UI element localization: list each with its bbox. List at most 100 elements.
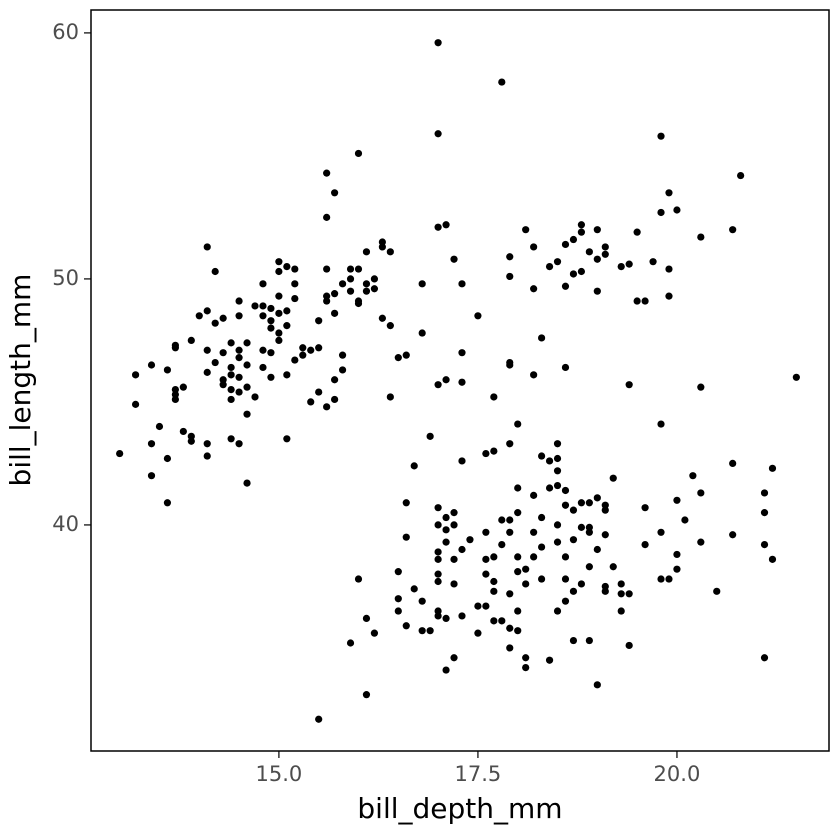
point [331, 290, 339, 298]
point [553, 481, 562, 490]
point [211, 358, 219, 367]
point [633, 228, 641, 236]
point [163, 454, 172, 463]
point [522, 580, 530, 588]
point [450, 509, 458, 517]
point [315, 317, 323, 325]
point [545, 484, 554, 492]
point [434, 521, 442, 529]
point [641, 540, 649, 549]
point [729, 226, 737, 234]
point [235, 388, 243, 396]
point [378, 314, 386, 322]
point [490, 587, 498, 595]
point [362, 287, 371, 295]
point [697, 233, 705, 241]
point [338, 280, 347, 288]
point [593, 287, 601, 295]
point [561, 486, 570, 495]
point [538, 543, 546, 551]
point [147, 361, 156, 369]
point [291, 265, 299, 273]
point [585, 499, 593, 507]
point [386, 322, 394, 330]
point [760, 509, 769, 517]
point [243, 479, 251, 487]
point [243, 383, 251, 391]
point [569, 536, 578, 544]
point [203, 243, 211, 251]
point [315, 388, 323, 396]
point [362, 691, 371, 699]
point [267, 349, 275, 357]
point [593, 494, 601, 502]
point [219, 349, 227, 357]
point [522, 226, 530, 234]
point [530, 491, 538, 499]
point [434, 548, 442, 556]
point [323, 169, 331, 177]
point [450, 580, 458, 588]
point [307, 398, 315, 406]
point [219, 376, 227, 384]
point [673, 550, 681, 559]
point [243, 361, 251, 369]
point [362, 614, 371, 622]
point [402, 499, 410, 507]
point [506, 528, 514, 536]
point [768, 464, 777, 472]
point [131, 400, 140, 408]
point [538, 452, 546, 460]
point [171, 395, 179, 404]
point [569, 587, 578, 595]
point [442, 376, 450, 384]
point [227, 371, 235, 379]
point [346, 275, 355, 283]
point [538, 575, 546, 583]
point [259, 363, 267, 372]
point [442, 538, 450, 546]
point [434, 555, 442, 563]
point [609, 563, 617, 571]
point [235, 373, 243, 381]
point [386, 248, 394, 256]
point [338, 351, 347, 359]
point [338, 366, 347, 374]
point [331, 395, 339, 404]
point [561, 282, 570, 290]
point [633, 297, 641, 305]
point [665, 189, 673, 197]
point [482, 602, 490, 610]
point [482, 528, 490, 536]
point [577, 499, 586, 507]
point [203, 368, 211, 376]
point [331, 189, 339, 197]
point [235, 440, 243, 448]
point [553, 607, 562, 615]
point [227, 395, 235, 404]
point [418, 597, 426, 605]
point [673, 565, 681, 573]
point [713, 587, 721, 595]
point [362, 248, 371, 256]
y-axis-title: bill_length_mm [4, 274, 37, 487]
point [211, 267, 219, 276]
point [545, 457, 554, 465]
point [219, 314, 227, 322]
point [402, 351, 410, 359]
point [394, 568, 402, 576]
point [697, 383, 705, 391]
point [267, 317, 275, 325]
point [625, 590, 633, 598]
point [267, 373, 275, 381]
point [553, 538, 562, 546]
point [299, 351, 307, 359]
point [673, 206, 681, 214]
point [760, 489, 769, 497]
point [291, 294, 299, 303]
point [625, 381, 633, 389]
point [506, 624, 514, 632]
point [474, 312, 482, 320]
point [219, 381, 227, 389]
point [593, 545, 601, 554]
